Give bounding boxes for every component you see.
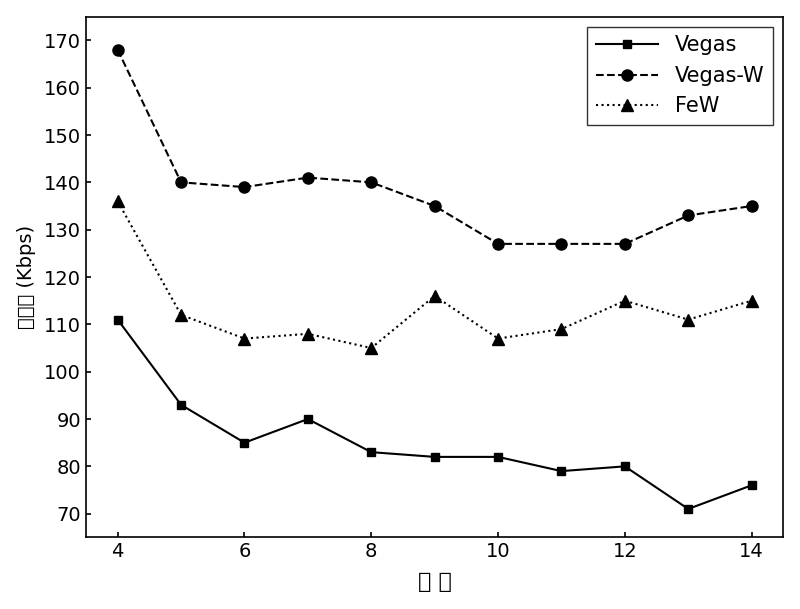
Vegas-W	[176, 178, 186, 186]
FeW	[557, 325, 566, 333]
Vegas-W	[557, 240, 566, 247]
Line: FeW: FeW	[112, 195, 757, 354]
Legend: Vegas, Vegas-W, FeW: Vegas, Vegas-W, FeW	[587, 27, 773, 125]
Vegas	[430, 453, 439, 460]
FeW	[683, 316, 693, 323]
Vegas	[747, 482, 757, 489]
Vegas	[366, 448, 376, 456]
Vegas	[303, 415, 313, 423]
FeW	[113, 198, 122, 205]
FeW	[747, 297, 757, 304]
Vegas	[113, 316, 122, 323]
Vegas-W	[113, 46, 122, 54]
Vegas	[620, 463, 630, 470]
Vegas-W	[683, 212, 693, 219]
Y-axis label: 吞吐量 (Kbps): 吞吐量 (Kbps)	[17, 225, 36, 329]
Vegas	[557, 468, 566, 475]
Vegas	[683, 505, 693, 513]
Vegas-W	[494, 240, 503, 247]
Vegas	[240, 439, 250, 446]
Vegas-W	[620, 240, 630, 247]
X-axis label: 跳 数: 跳 数	[418, 572, 451, 593]
Vegas-W	[366, 178, 376, 186]
FeW	[620, 297, 630, 304]
Vegas	[494, 453, 503, 460]
FeW	[303, 330, 313, 337]
Vegas-W	[240, 183, 250, 191]
Vegas-W	[430, 202, 439, 209]
Line: Vegas: Vegas	[114, 315, 756, 513]
Vegas	[176, 401, 186, 409]
FeW	[366, 344, 376, 351]
FeW	[494, 335, 503, 342]
Vegas-W	[303, 174, 313, 181]
Vegas-W	[747, 202, 757, 209]
FeW	[240, 335, 250, 342]
FeW	[430, 292, 439, 300]
Line: Vegas-W: Vegas-W	[112, 44, 757, 250]
FeW	[176, 311, 186, 319]
